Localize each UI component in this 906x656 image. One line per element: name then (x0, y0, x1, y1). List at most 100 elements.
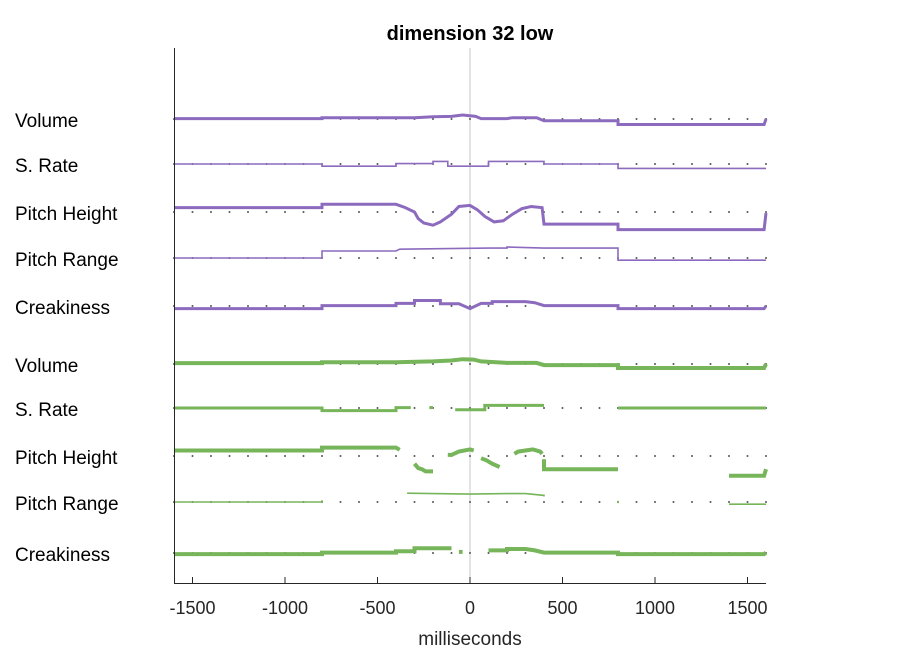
baseline-dot (450, 305, 453, 307)
baseline-dot (561, 257, 564, 259)
baseline-dot (617, 455, 619, 457)
baseline-dot (339, 455, 342, 457)
baseline-dot (376, 407, 379, 409)
baseline-dot (672, 305, 675, 307)
baseline-dot (469, 363, 471, 365)
baseline-dot (191, 211, 194, 213)
baseline-dot (543, 407, 545, 409)
baseline-dot (654, 363, 656, 365)
baseline-dot (598, 455, 601, 457)
baseline-dot (228, 211, 231, 213)
row-label-green-volume: Volume (15, 356, 78, 377)
baseline-dot (524, 305, 527, 307)
baseline-dot (524, 501, 527, 503)
baseline-dot (432, 552, 434, 554)
baseline-dot (691, 363, 693, 365)
baseline-dot (709, 211, 712, 213)
baseline-dot (524, 163, 527, 165)
baseline-dot (728, 118, 730, 120)
row-label-green-pitch-range: Pitch Range (15, 494, 119, 515)
baseline-dot (524, 407, 527, 409)
baseline-dot (746, 257, 749, 259)
baseline-dot (654, 455, 656, 457)
baseline-dot (191, 455, 194, 457)
baseline-dot (746, 211, 749, 213)
baseline-dot (302, 305, 305, 307)
baseline-dot (728, 363, 730, 365)
row-label-purple-creakiness: Creakiness (15, 298, 110, 319)
baseline-dot (561, 455, 564, 457)
baseline-dot (247, 211, 249, 213)
baseline-dot (284, 211, 286, 213)
row-label-purple-s-rate: S. Rate (15, 156, 78, 177)
baseline-dot (598, 211, 601, 213)
baseline-dot (487, 552, 490, 554)
baseline-dot (265, 455, 268, 457)
baseline-dot (672, 257, 675, 259)
baseline-dot (728, 501, 730, 503)
green-pitch-height-line (729, 468, 768, 478)
purple-pitch-range-line (174, 246, 766, 262)
baseline-dot (450, 363, 453, 365)
x-tick-label: 1000 (635, 598, 675, 618)
baseline-dot (506, 211, 508, 213)
baseline-dot (432, 363, 434, 365)
green-volume-line (174, 357, 768, 370)
baseline-dot (691, 455, 693, 457)
baseline-dot (450, 118, 453, 120)
baseline-dot (654, 118, 656, 120)
baseline-dot (265, 211, 268, 213)
baseline-dot (358, 211, 360, 213)
x-tick-label: 1500 (727, 598, 767, 618)
baseline-dot (395, 455, 397, 457)
baseline-dot (432, 305, 434, 307)
baseline-dot (709, 118, 712, 120)
baseline-dot (376, 501, 379, 503)
baseline-dot (506, 407, 508, 409)
baseline-dot (691, 305, 693, 307)
baseline-dot (709, 455, 712, 457)
baseline-dot (524, 257, 527, 259)
baseline-dot (635, 211, 638, 213)
baseline-dot (561, 407, 564, 409)
baseline-dot (210, 211, 212, 213)
baseline-dot (469, 305, 471, 307)
baseline-dot (487, 501, 490, 503)
baseline-dot (691, 501, 693, 503)
baseline-dot (247, 455, 249, 457)
baseline-dot (765, 257, 767, 259)
x-tick-label: 500 (547, 598, 577, 618)
baseline-dot (746, 163, 749, 165)
baseline-dot (654, 257, 656, 259)
baseline-dot (210, 455, 212, 457)
baseline-dot (580, 257, 582, 259)
baseline-dot (765, 455, 767, 457)
baseline-dot (506, 552, 508, 554)
baseline-dot (672, 211, 675, 213)
baseline-dot (376, 211, 379, 213)
baseline-dot (358, 257, 360, 259)
x-axis-label: milliseconds (418, 629, 521, 650)
purple-creakiness-line (174, 299, 768, 311)
baseline-dot (691, 118, 693, 120)
baseline-dot (746, 118, 749, 120)
baseline-dot (358, 455, 360, 457)
baseline-dot (506, 455, 508, 457)
baseline-dot (709, 363, 712, 365)
baseline-dot (228, 305, 231, 307)
baseline-dot (487, 407, 490, 409)
baseline-dot (635, 305, 638, 307)
baseline-dot (413, 501, 416, 503)
baseline-dot (450, 163, 453, 165)
baseline-dot (654, 211, 656, 213)
baseline-dot (339, 501, 342, 503)
row-label-green-creakiness: Creakiness (15, 545, 110, 566)
baseline-dot (598, 257, 601, 259)
baseline-dot (506, 257, 508, 259)
green-pitch-range-line (407, 492, 545, 497)
chart-title: dimension 32 low (387, 23, 554, 45)
baseline-dot (265, 305, 268, 307)
baseline-dot (765, 163, 767, 165)
baseline-dot (321, 455, 323, 457)
baseline-dot (228, 455, 231, 457)
